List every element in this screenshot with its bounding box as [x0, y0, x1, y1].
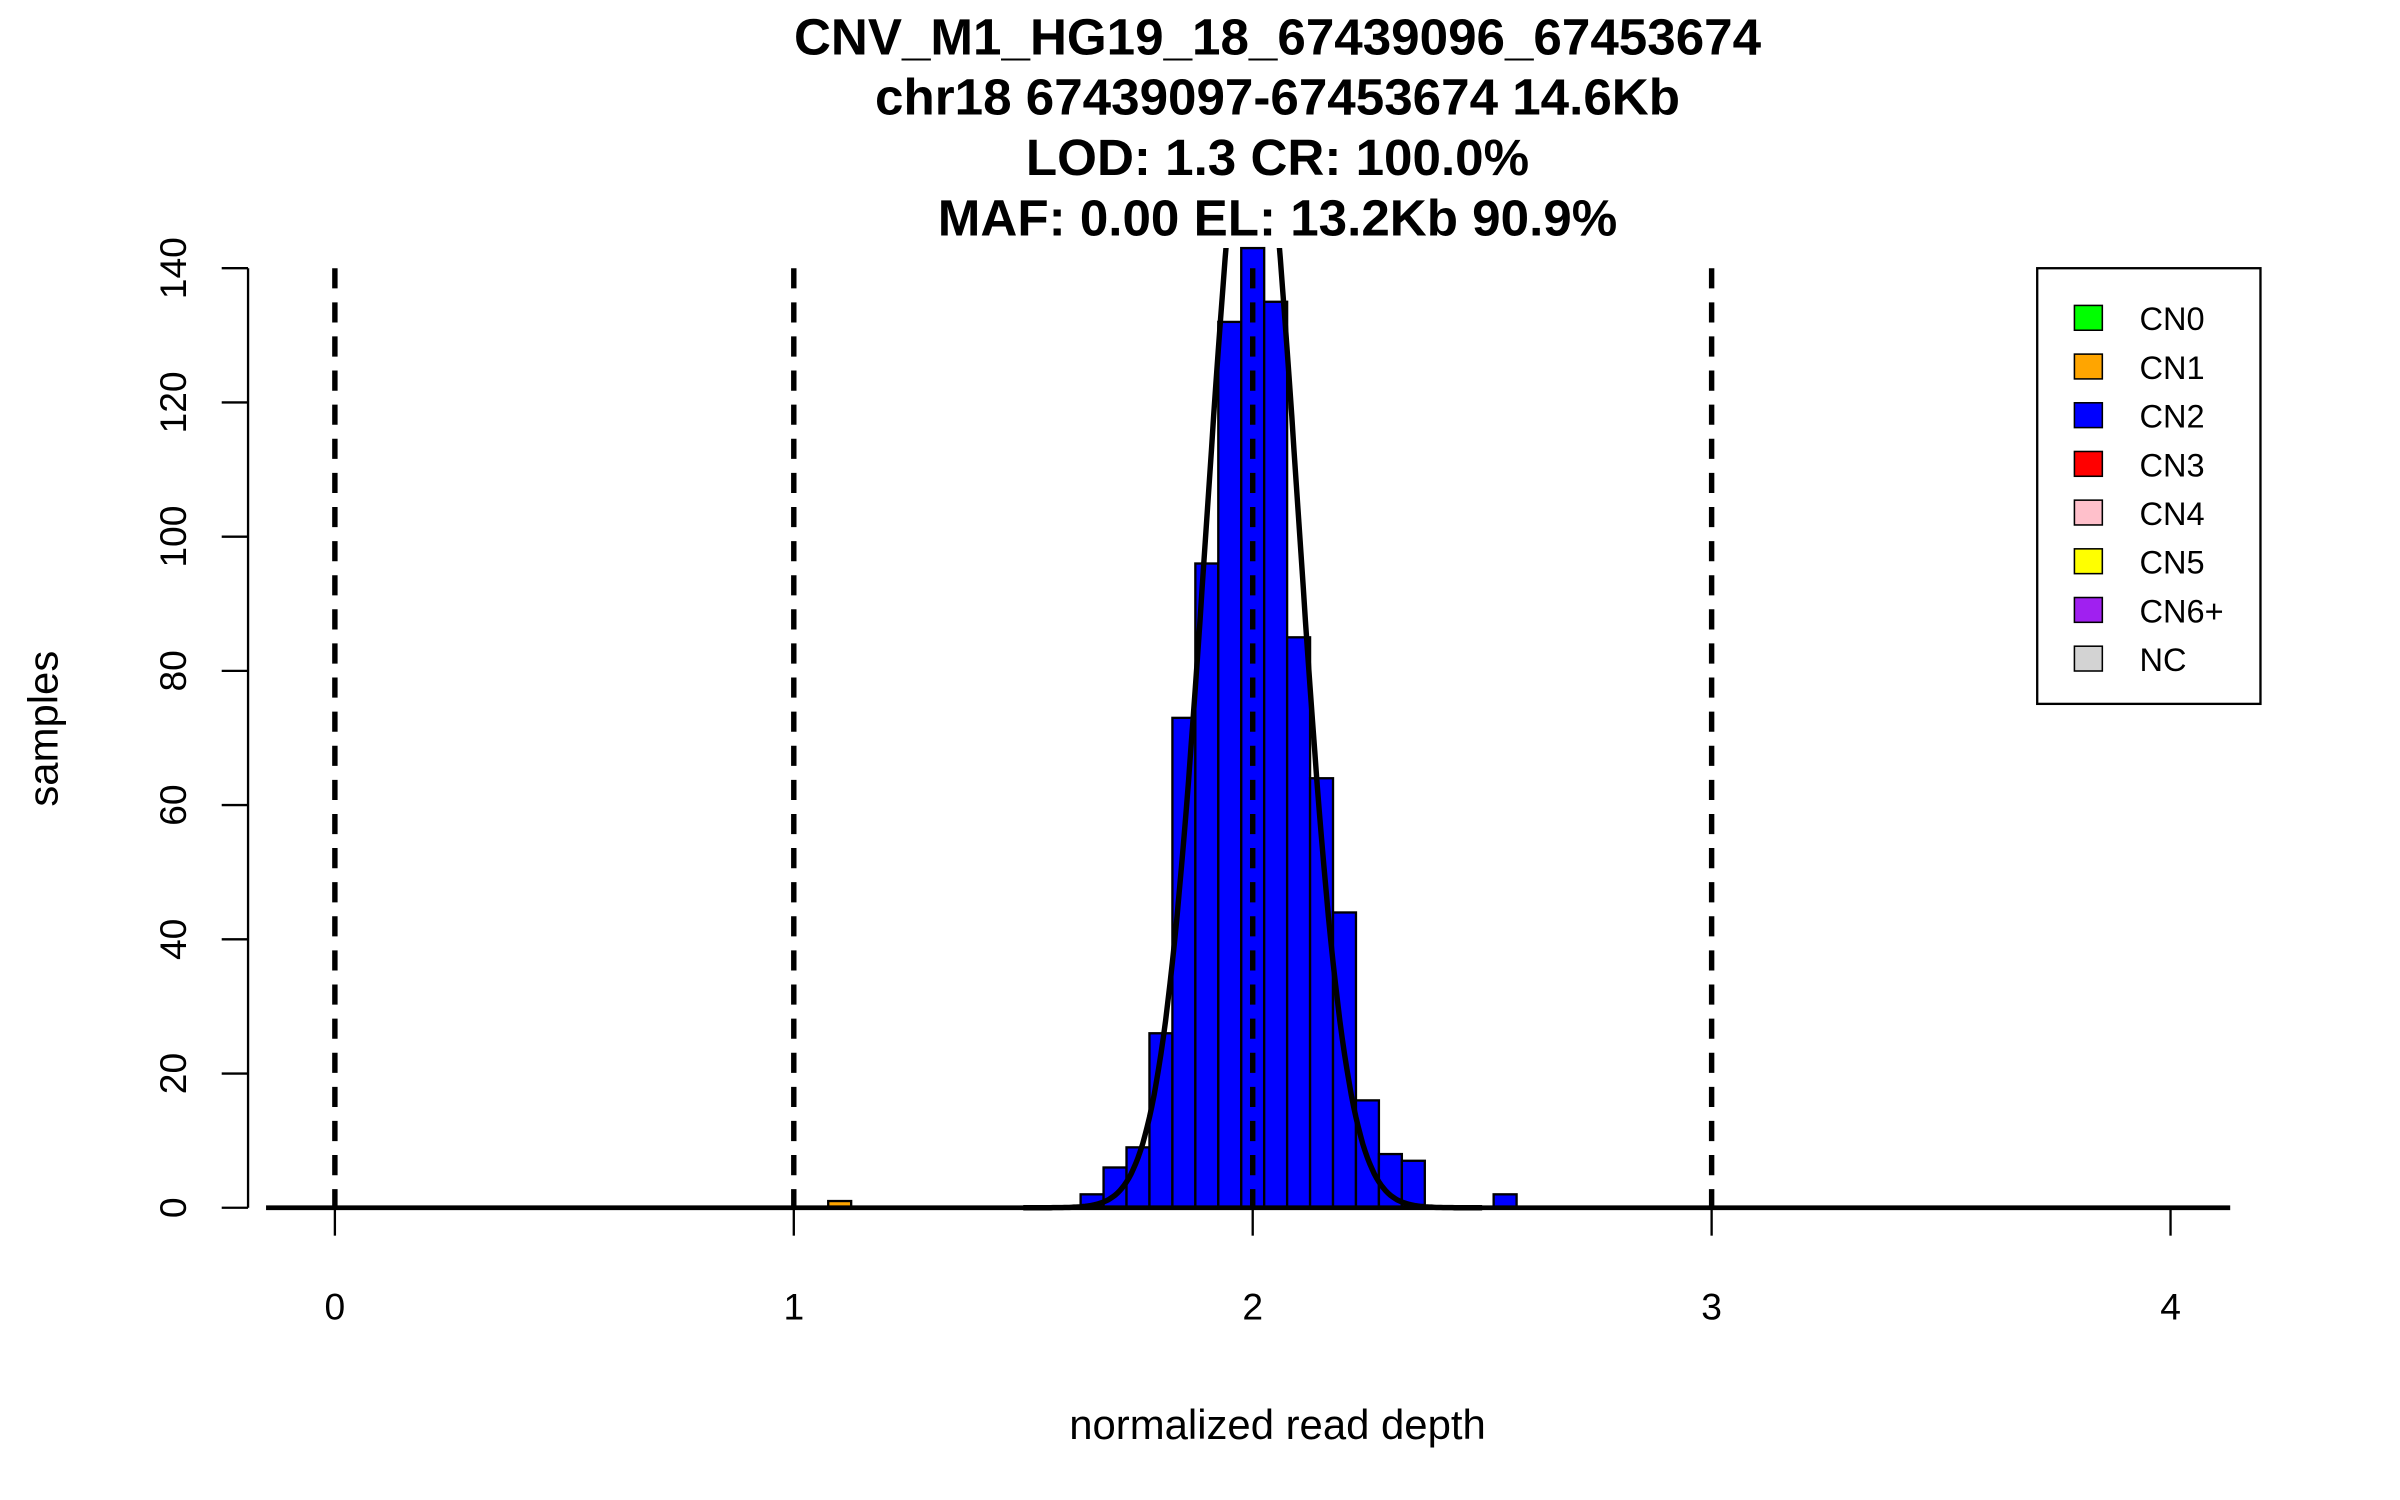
legend-box: [2036, 267, 2262, 706]
legend-swatch: [2073, 548, 2104, 575]
legend-label: CN4: [2140, 496, 2205, 532]
histogram-bar: [1171, 716, 1197, 1209]
legend-label: CN0: [2140, 301, 2205, 337]
x-tick-label: 0: [325, 1285, 346, 1327]
legend-swatch: [2073, 499, 2104, 526]
legend-swatch: [2073, 402, 2104, 429]
y-tick-label: 60: [152, 784, 194, 825]
title-line-2: chr18 67439097-67453674 14.6Kb: [875, 69, 1680, 126]
x-tick-label: 1: [783, 1285, 804, 1327]
x-axis: 0 1 2 3 4: [325, 1207, 2181, 1327]
legend: CN0 CN1 CN2 CN3 CN4 CN5 CN6+ NC: [2036, 267, 2262, 706]
overlay-lines: [266, 248, 2231, 1211]
x-tick-label: 4: [2160, 1285, 2181, 1327]
y-axis: 0 20 40 60 80 100 120 140: [152, 237, 250, 1218]
legend-swatch: [2073, 450, 2104, 478]
y-tick-label: 0: [152, 1197, 194, 1218]
x-axis-label: normalized read depth: [1069, 1401, 1486, 1448]
y-tick-label: 40: [152, 919, 194, 960]
y-tick-label: 20: [152, 1053, 194, 1094]
legend-label: CN3: [2140, 447, 2205, 483]
x-tick-label: 3: [1701, 1285, 1722, 1327]
chart-title: CNV_M1_HG19_18_67439096_67453674 chr18 6…: [794, 8, 1762, 246]
legend-label: NC: [2140, 642, 2187, 678]
legend-label: CN6+: [2140, 593, 2224, 629]
legend-label: CN1: [2140, 350, 2205, 386]
histogram-bar: [1285, 636, 1312, 1209]
y-tick-label: 120: [152, 371, 194, 433]
y-axis-label: samples: [19, 651, 66, 807]
legend-swatch: [2073, 645, 2104, 672]
histogram-bars: [827, 246, 1518, 1209]
histogram-bar: [1263, 300, 1289, 1209]
legend-swatch: [2073, 304, 2104, 332]
histogram-bar: [1217, 320, 1243, 1209]
legend-swatch: [2073, 596, 2104, 624]
legend-label: CN5: [2140, 545, 2205, 581]
x-tick-label: 2: [1242, 1285, 1263, 1327]
y-tick-label: 140: [152, 237, 194, 299]
legend-swatch: [2073, 353, 2104, 380]
title-line-3: LOD: 1.3 CR: 100.0%: [1026, 129, 1529, 186]
title-line-4: MAF: 0.00 EL: 13.2Kb 90.9%: [938, 190, 1617, 247]
y-tick-label: 80: [152, 650, 194, 691]
legend-label: CN2: [2140, 399, 2205, 435]
title-line-1: CNV_M1_HG19_18_67439096_67453674: [794, 8, 1762, 65]
y-tick-label: 100: [152, 506, 194, 568]
fit-curve: [1023, 248, 1483, 1211]
